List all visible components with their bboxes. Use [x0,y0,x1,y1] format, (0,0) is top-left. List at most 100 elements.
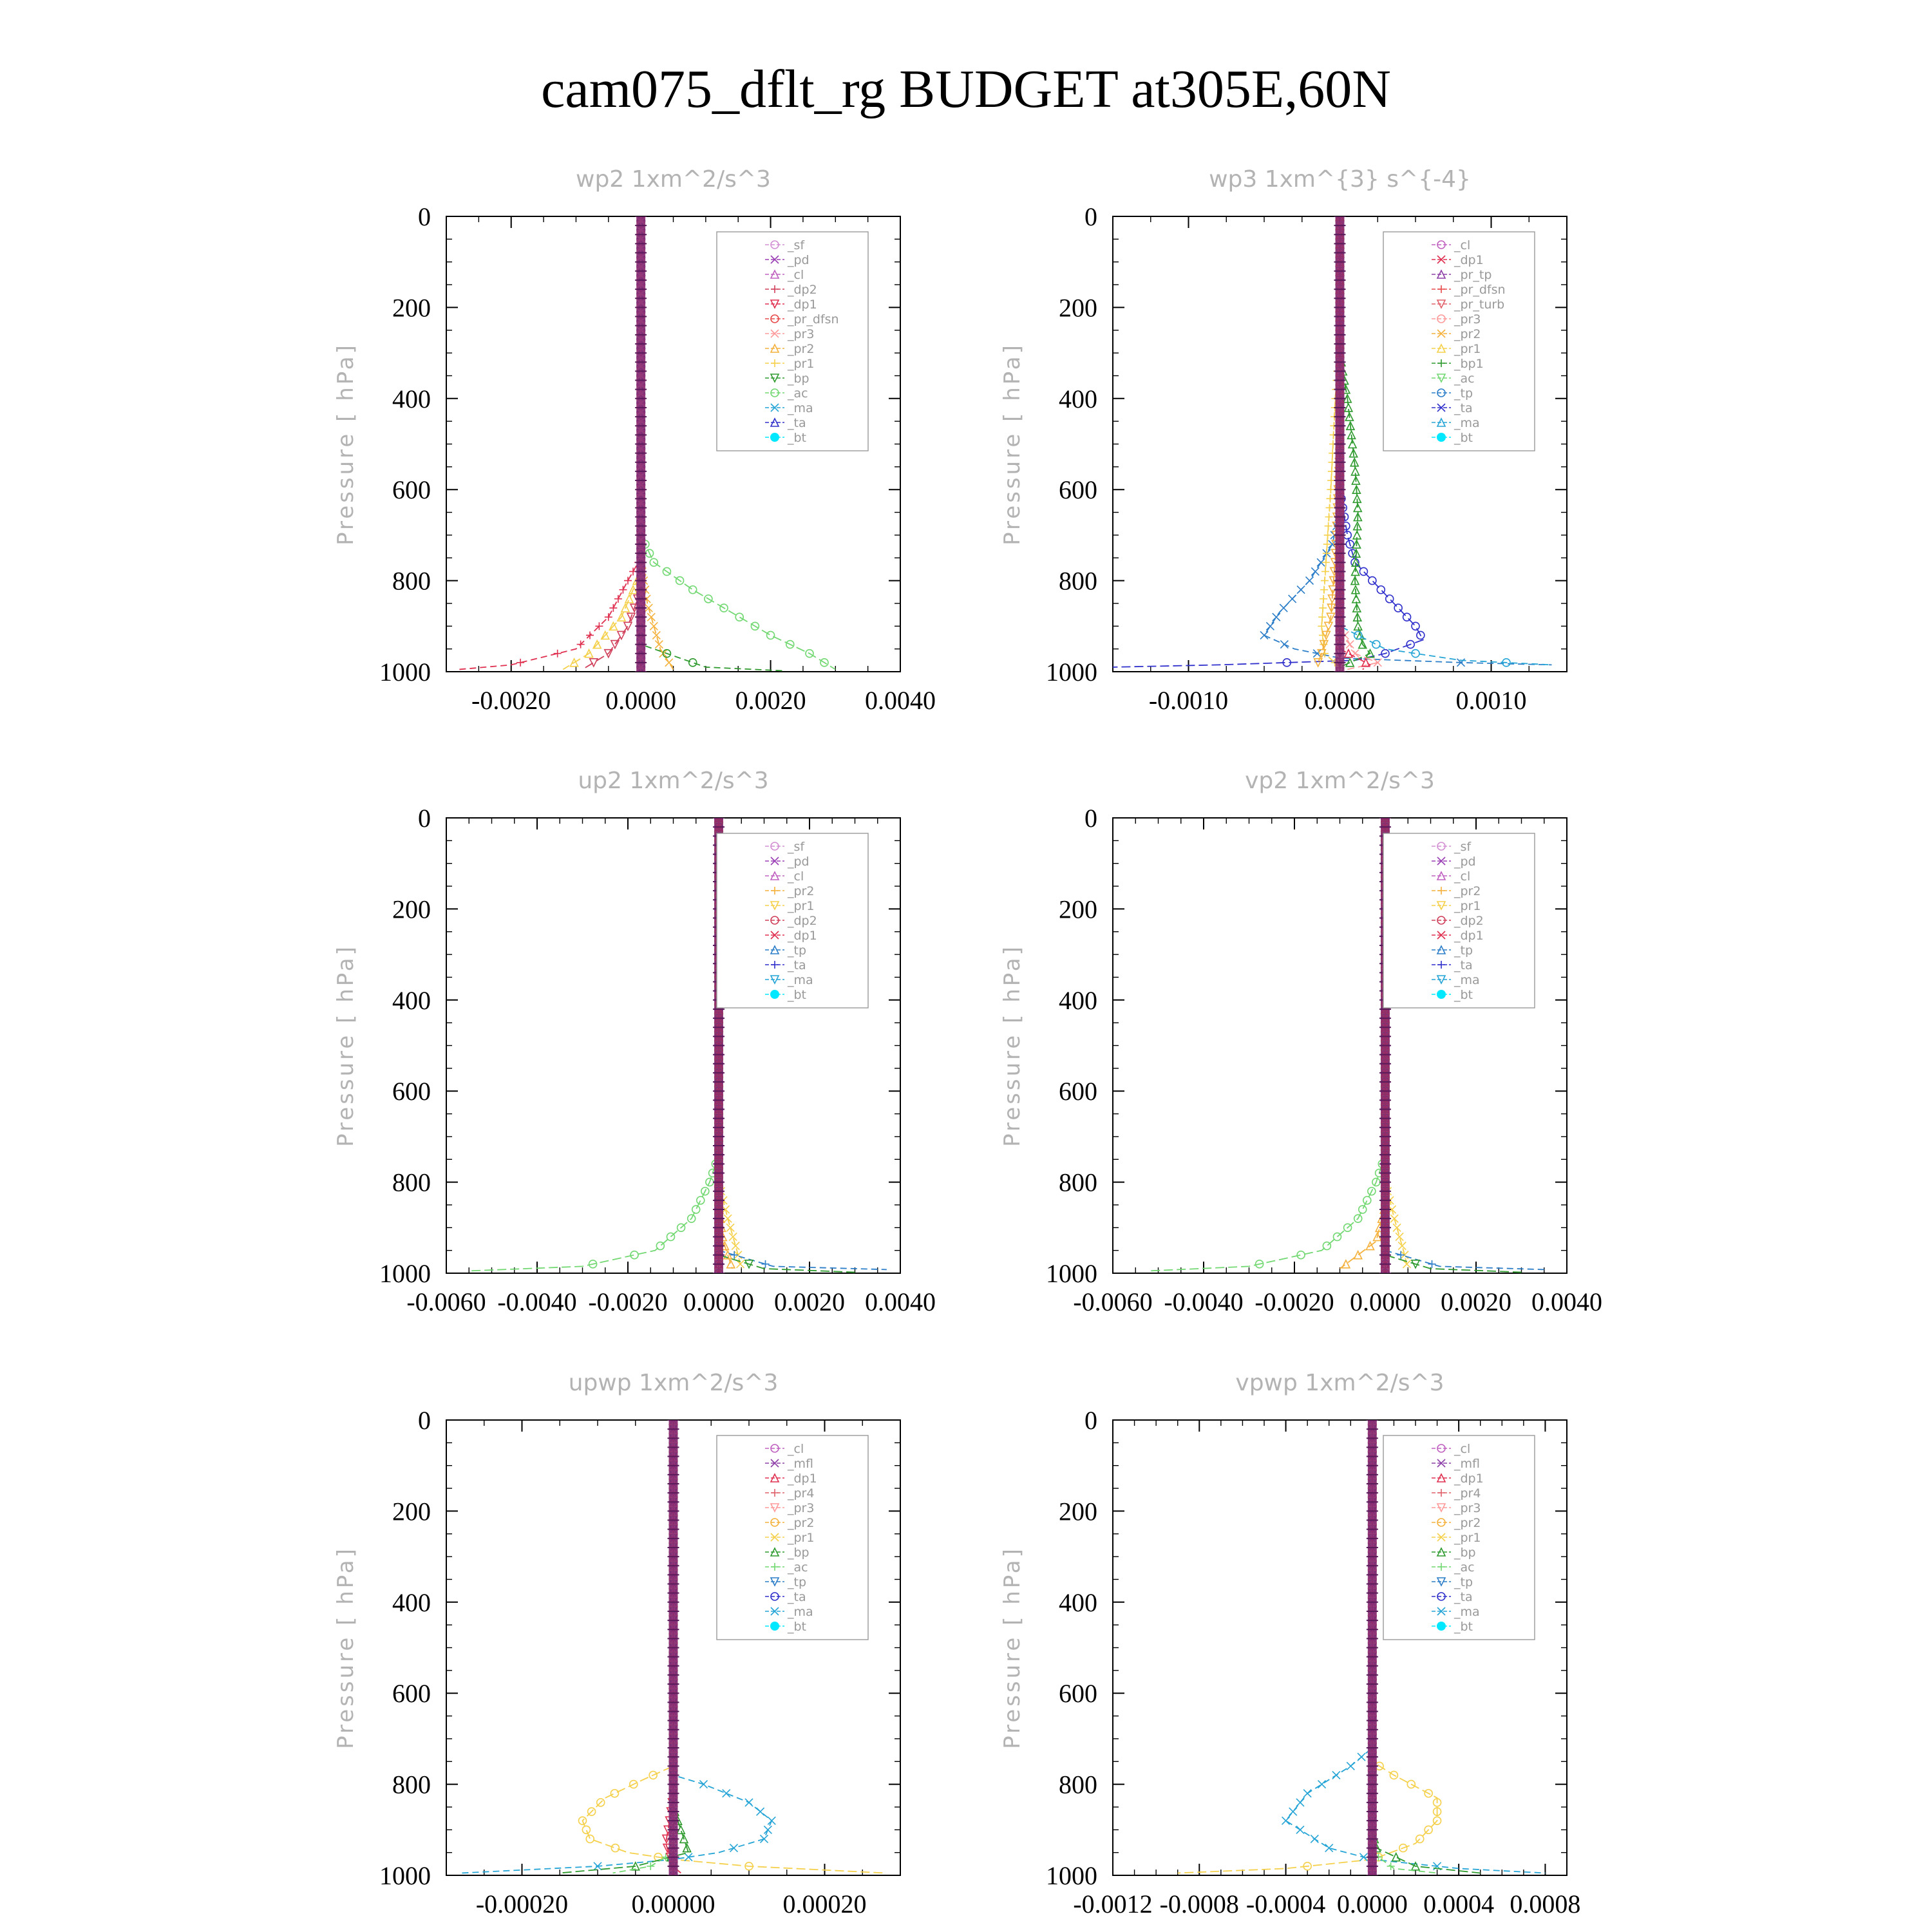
series-marker [609,621,618,631]
series-marker [1327,477,1336,485]
legend-marker [1436,975,1446,985]
legend-entry: _pr1 [1432,342,1481,356]
legend-marker [770,1622,779,1631]
series-marker [1415,1834,1425,1844]
panel-vpwp: vpwp 1xm^2/s^3 Pressure [ hPa] 0 200 400 600 8… [999,1370,1580,1918]
series-marker [589,658,599,668]
series-marker [1387,1862,1395,1870]
series-marker [1424,1788,1433,1798]
legend-marker [770,901,780,911]
series-marker [1313,658,1323,668]
series-marker [1367,1186,1376,1196]
x-tick-label: 0.0010 [1456,686,1527,715]
series-marker [688,585,697,594]
legend-label: _pr2 [1454,327,1481,341]
y-tick-label: 400 [392,986,431,1015]
legend-label: _bt [1454,988,1473,1002]
series-marker [1350,466,1360,476]
legend-marker [1437,329,1446,338]
series-line [1339,818,1386,1269]
legend-label: _pr_dfsn [1454,283,1506,297]
series-marker [603,649,614,659]
legend-marker [770,403,779,412]
legend-label: _pr_dfsn [787,312,839,327]
series-marker [1296,1798,1305,1807]
series-marker [585,1834,595,1844]
x-tick-label: 0.00000 [632,1889,715,1918]
legend-marker [771,359,779,367]
legend-marker [1437,1592,1446,1601]
series-marker [729,1844,739,1853]
series-marker [1349,448,1358,458]
legend-label: _pr2 [1454,884,1481,898]
series-marker [1391,1852,1401,1862]
series-marker [1279,603,1288,612]
plot-area [1177,1420,1546,1875]
series-marker [600,630,611,640]
y-tick-label: 800 [1059,567,1097,596]
series-marker [675,576,685,585]
y-tick-label: 800 [392,567,431,596]
series-marker [1296,1825,1305,1834]
legend-entry: _ta [1432,401,1473,415]
legend-marker [770,329,779,338]
legend-label: _pr2 [787,884,814,898]
series-marker [1353,621,1363,631]
legend-entry: _pr3 [1432,312,1481,327]
y-tick-label: 800 [1059,1168,1097,1197]
legend-box [1383,833,1535,1009]
legend-entry: _pr2 [1432,884,1481,898]
series-marker [630,1861,641,1871]
series-marker [763,1825,772,1834]
y-tick-label: 400 [1059,986,1097,1015]
series-marker [726,1223,735,1232]
series-marker [1410,1260,1421,1269]
legend-marker [1436,417,1446,427]
series-marker [1325,1844,1334,1853]
series-marker [1350,584,1361,594]
legend-label: _pd [1454,855,1476,869]
x-tick-label: 0.0000 [1337,1889,1408,1918]
legend-entry: _ta [765,958,806,972]
series-marker [1352,493,1362,504]
legend-label: _pr3 [1454,1501,1481,1515]
series-marker [1312,649,1321,658]
x-tick-label: -0.0060 [1073,1287,1152,1316]
legend-entry: _ac [765,1560,808,1575]
series-marker [1320,585,1329,594]
series-marker [728,1232,737,1242]
series-marker [699,1780,708,1789]
legend-marker [1437,403,1446,412]
series-marker [761,1260,770,1268]
x-tick-label: -0.0008 [1160,1889,1239,1918]
legend-entry: _ac [1432,372,1475,386]
y-tick-label: 1000 [1046,1861,1097,1890]
series-marker [1321,558,1330,567]
series-marker [1345,540,1354,549]
legend-marker [770,417,780,427]
panel-title: vpwp 1xm^2/s^3 [1235,1370,1444,1396]
series-line [562,216,642,670]
legend-marker [770,916,779,925]
series-marker [624,594,634,603]
series-marker [1265,621,1274,630]
series-marker [592,639,602,649]
series-marker [1255,1260,1264,1269]
legend-marker [1436,374,1446,383]
series-marker [1406,639,1415,649]
series-marker [662,567,672,576]
series-marker [704,594,713,603]
series-marker [1402,1260,1412,1269]
legend-label: _dp2 [787,914,817,928]
plot-area [459,216,836,672]
x-tick-label: -0.0040 [1164,1287,1243,1316]
legend-marker [1437,240,1446,249]
series-marker [1343,402,1354,412]
x-tick-label: -0.0020 [1255,1287,1334,1316]
legend-marker [770,1533,779,1542]
series-marker [735,1260,745,1269]
series-marker [1361,658,1371,667]
legend-marker [770,299,780,309]
legend-marker [770,1547,780,1557]
series-marker [662,649,672,658]
